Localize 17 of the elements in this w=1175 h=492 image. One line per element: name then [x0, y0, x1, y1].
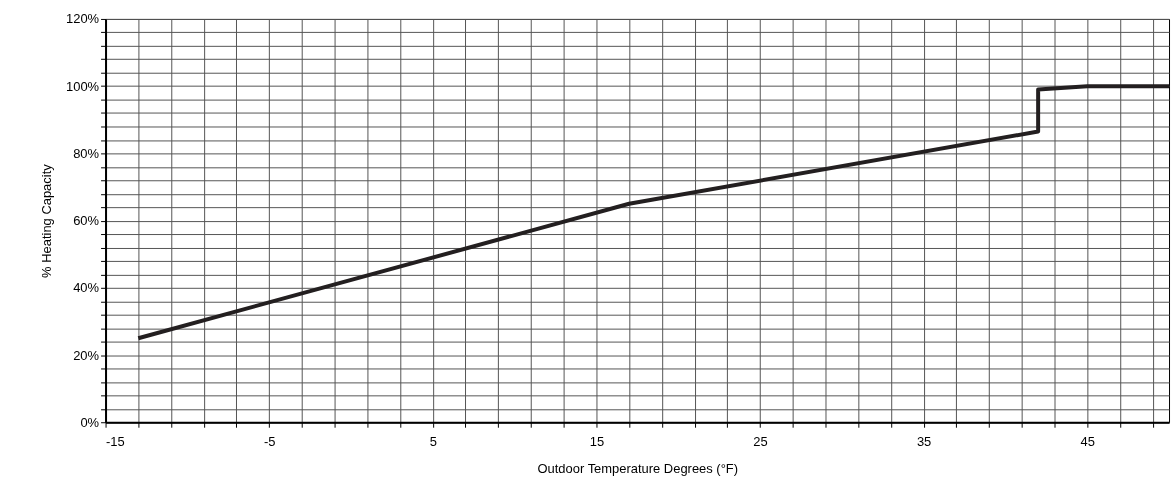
y-axis-title: % Heating Capacity: [39, 163, 55, 278]
x-axis-title: Outdoor Temperature Degrees (°F): [537, 460, 739, 476]
y-tick-label: 80%: [73, 145, 100, 161]
x-tick-label: 15: [589, 433, 605, 449]
x-tick-label: 5: [429, 433, 437, 449]
y-tick-label: 20%: [73, 347, 100, 363]
x-tick-label: -15: [106, 433, 125, 449]
x-tick-label: 35: [916, 433, 932, 449]
y-tick-label: 0%: [80, 414, 100, 430]
y-tick-label: 100%: [65, 78, 100, 94]
x-tick-label: 45: [1080, 433, 1095, 449]
y-tick-label: 40%: [73, 280, 100, 296]
y-tick-label: 60%: [73, 213, 100, 229]
x-tick-label: 25: [753, 433, 768, 449]
line-series: [136, 84, 1172, 341]
y-tick-label: 120%: [65, 11, 100, 27]
x-tick-label: -5: [263, 433, 276, 449]
